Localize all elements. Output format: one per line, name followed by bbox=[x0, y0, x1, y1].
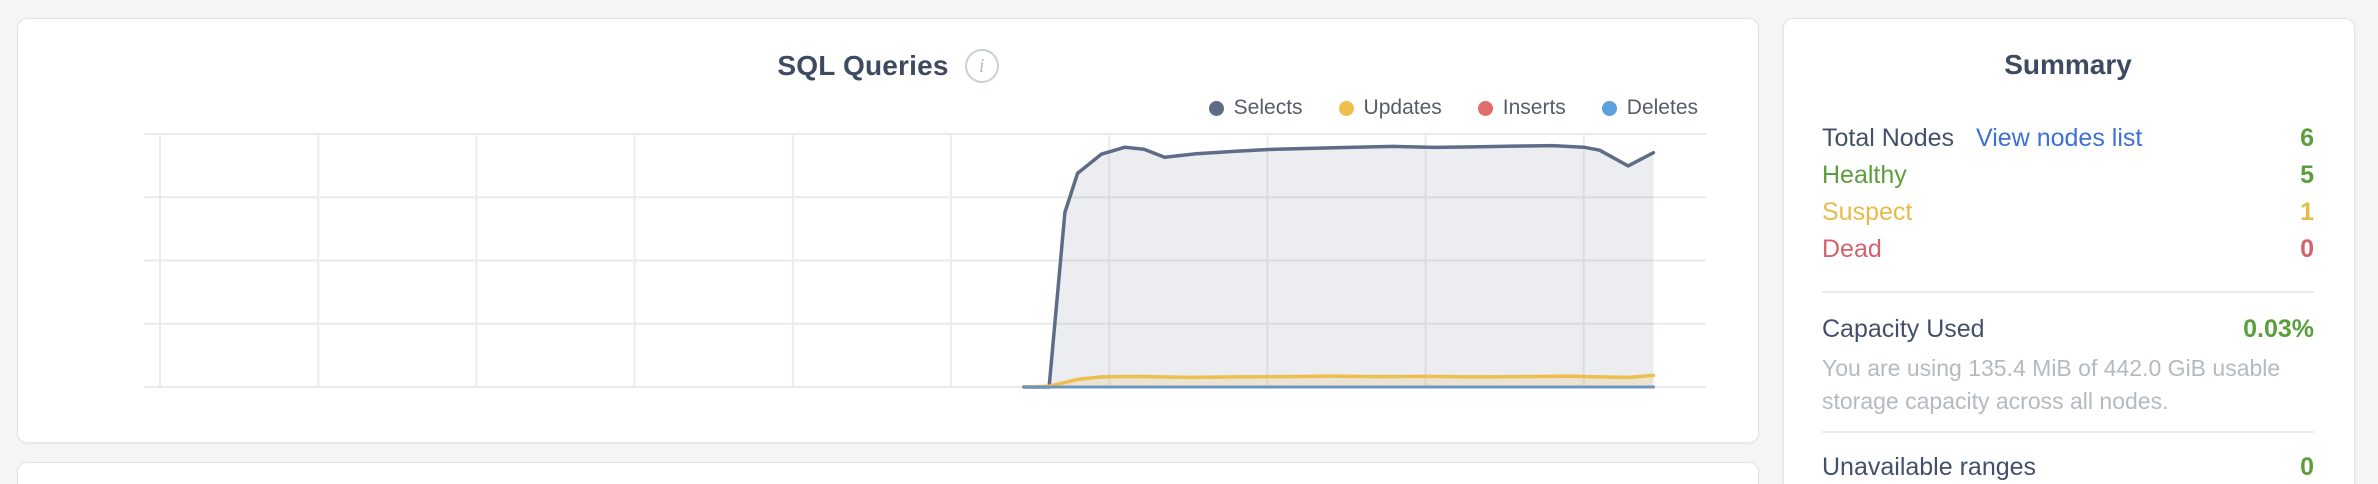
inserts-dot-icon bbox=[1477, 100, 1493, 116]
suspect-value: 1 bbox=[2300, 198, 2314, 226]
summary-row-unavailable-ranges: Unavailable ranges 0 bbox=[1822, 449, 2314, 484]
capacity-description: You are using 135.4 MiB of 442.0 GiB usa… bbox=[1822, 355, 2281, 414]
updates-dot-icon bbox=[1338, 100, 1354, 116]
summary-card: Summary Total Nodes View nodes list 6 He… bbox=[1783, 18, 2355, 484]
total-nodes-label: Total Nodes bbox=[1822, 124, 1955, 152]
legend-label: Updates bbox=[1363, 96, 1442, 119]
chart-title: SQL Queries bbox=[777, 50, 949, 81]
chart-title-row: SQL Queries i bbox=[18, 49, 1758, 83]
unavailable-ranges-label: Unavailable ranges bbox=[1822, 453, 2037, 481]
deletes-dot-icon bbox=[1601, 100, 1617, 116]
legend-label: Deletes bbox=[1626, 96, 1698, 119]
view-nodes-list-link[interactable]: View nodes list bbox=[1976, 124, 2143, 152]
info-icon[interactable]: i bbox=[964, 49, 999, 83]
summary-divider bbox=[1822, 291, 2314, 293]
legend-label: Selects bbox=[1233, 96, 1303, 119]
legend-item-inserts[interactable]: Inserts bbox=[1477, 96, 1566, 120]
capacity-used-label: Capacity Used bbox=[1822, 315, 1985, 343]
summary-row-capacity: Capacity Used 0.03% bbox=[1822, 311, 2314, 348]
capacity-used-value: 0.03% bbox=[2243, 315, 2314, 343]
healthy-value: 5 bbox=[2300, 161, 2314, 189]
chart-grid bbox=[144, 133, 1706, 388]
summary-divider bbox=[1822, 431, 2314, 433]
series-line-selects bbox=[1022, 143, 1656, 389]
unavailable-ranges-value: 0 bbox=[2300, 453, 2314, 481]
selects-dot-icon bbox=[1208, 100, 1224, 116]
dead-label: Dead bbox=[1822, 235, 1882, 263]
summary-row-dead: Dead 0 bbox=[1822, 231, 2314, 268]
summary-row-suspect: Suspect 1 bbox=[1822, 194, 2314, 231]
total-nodes-value: 6 bbox=[2300, 124, 2314, 152]
legend-item-deletes[interactable]: Deletes bbox=[1601, 96, 1698, 120]
series-line-updates bbox=[1022, 373, 1656, 389]
series-area-selects bbox=[1023, 145, 1654, 387]
chart-series bbox=[1022, 143, 1656, 389]
summary-row-total-nodes: Total Nodes View nodes list 6 bbox=[1822, 120, 2314, 157]
next-chart-card-edge bbox=[17, 462, 1759, 484]
legend-item-updates[interactable]: Updates bbox=[1338, 96, 1442, 120]
suspect-label: Suspect bbox=[1822, 198, 1913, 226]
dead-value: 0 bbox=[2300, 235, 2314, 263]
healthy-label: Healthy bbox=[1822, 161, 1907, 189]
legend-label: Inserts bbox=[1502, 96, 1566, 119]
chart-legend: Selects Updates Inserts Deletes bbox=[1208, 96, 1698, 120]
sql-queries-card: SQL Queries i Selects Updates Inserts De… bbox=[17, 18, 1759, 443]
summary-row-healthy: Healthy 5 bbox=[1822, 157, 2314, 194]
sql-queries-chart-plot[interactable] bbox=[18, 19, 1760, 444]
legend-item-selects[interactable]: Selects bbox=[1208, 96, 1303, 120]
summary-title: Summary bbox=[2004, 49, 2132, 80]
